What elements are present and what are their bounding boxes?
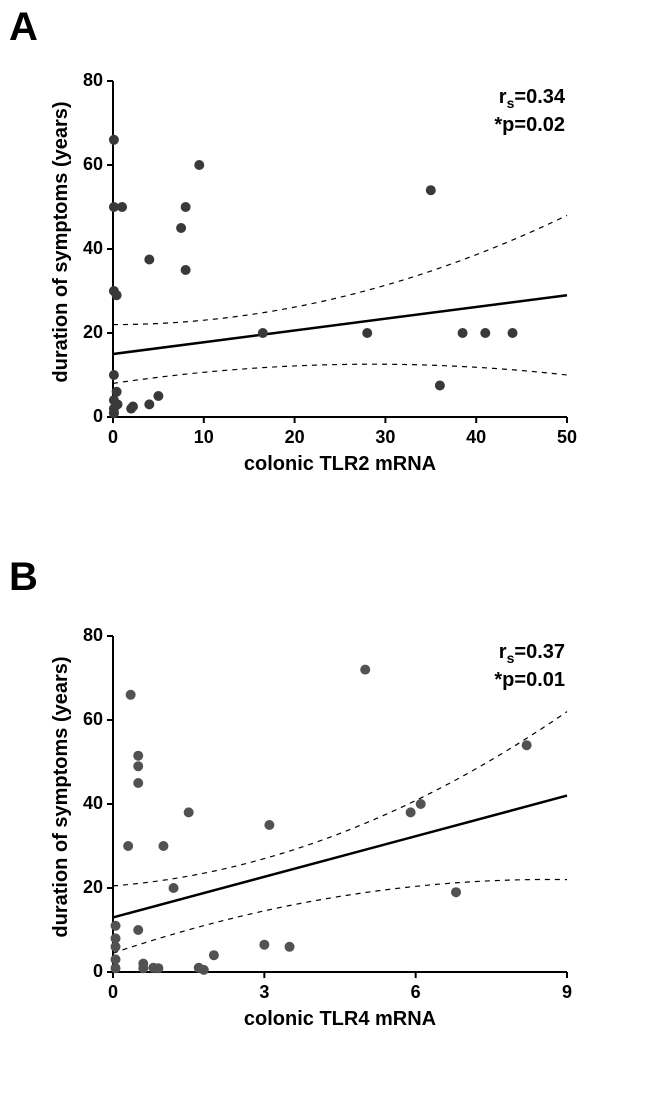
stats-p: *p=0.02 (445, 113, 565, 138)
stats-p: *p=0.01 (445, 668, 565, 693)
panel-label-b: B (9, 555, 38, 600)
stats-rs: rs=0.37 (445, 640, 565, 668)
stats-box-a: rs=0.34*p=0.02 (445, 85, 565, 138)
x-tick-label: 0 (93, 427, 133, 448)
x-tick-label: 0 (93, 982, 133, 1003)
stats-box-b: rs=0.37*p=0.01 (445, 640, 565, 693)
x-axis-label-b: colonic TLR4 mRNA (105, 1008, 575, 1031)
x-tick-label: 30 (365, 427, 405, 448)
x-tick-label: 40 (456, 427, 496, 448)
x-tick-label: 50 (547, 427, 587, 448)
x-tick-label: 20 (275, 427, 315, 448)
x-tick-label: 10 (184, 427, 224, 448)
x-tick-label: 3 (244, 982, 284, 1003)
x-tick-label: 9 (547, 982, 587, 1003)
x-tick-label: 6 (396, 982, 436, 1003)
y-axis-label-b: duration of symptoms (years) (50, 622, 73, 972)
x-axis-label-a: colonic TLR2 mRNA (105, 453, 575, 476)
panel-label-a: A (9, 5, 38, 50)
stats-rs: rs=0.34 (445, 85, 565, 113)
y-axis-label-a: duration of symptoms (years) (50, 67, 73, 417)
